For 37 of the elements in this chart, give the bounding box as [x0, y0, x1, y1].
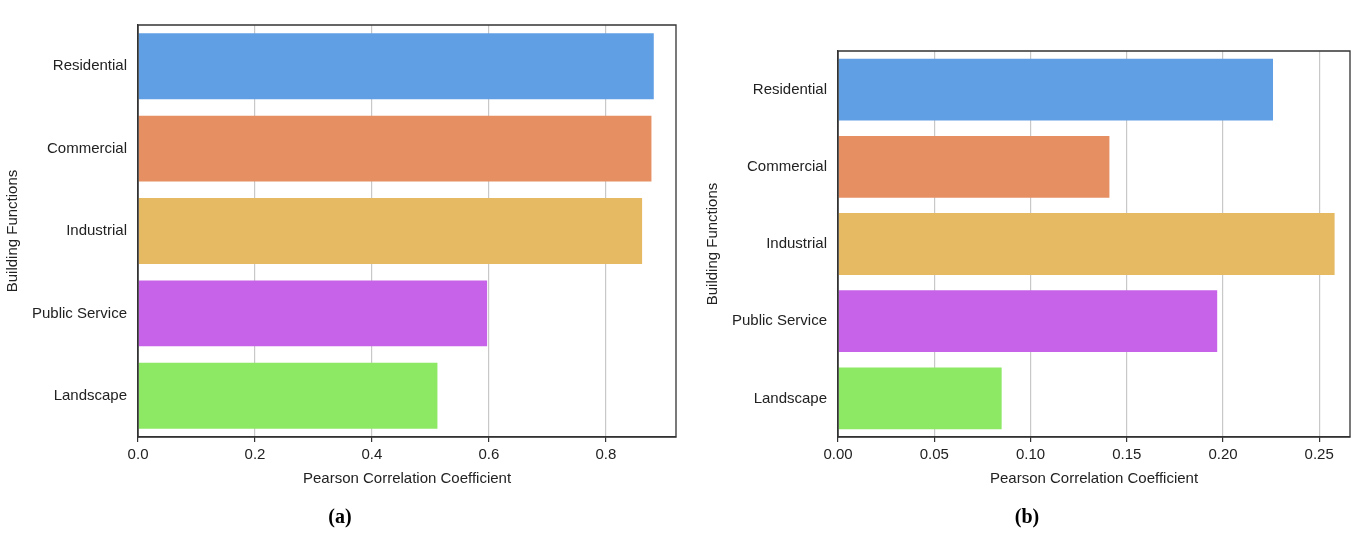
x-tick-label: 0.0	[127, 445, 149, 463]
x-tick-label: 0.00	[823, 445, 853, 463]
x-tick-label: 0.4	[361, 445, 383, 463]
x-tick-label: 0.6	[478, 445, 500, 463]
y-tick-label: Commercial	[747, 156, 828, 174]
x-tick-label: 0.8	[595, 445, 617, 463]
bar	[138, 280, 488, 347]
x-tick-label: 0.25	[1304, 445, 1334, 463]
x-axis-title: Pearson Correlation Coefficient	[302, 469, 512, 487]
y-tick-label: Residential	[52, 56, 128, 74]
text: (b)	[1013, 505, 1041, 528]
y-tick-label: Commercial	[47, 138, 128, 156]
bar	[138, 198, 643, 264]
y-tick-label: Residential	[752, 79, 828, 97]
x-tick-label: 0.20	[1208, 445, 1238, 463]
bar	[138, 115, 652, 182]
y-tick-label: Industrial	[66, 221, 128, 239]
y-axis-title: Building Functions	[703, 182, 721, 306]
bar	[838, 367, 1002, 430]
y-tick-label: Public Service	[731, 311, 828, 329]
y-tick-label: Landscape	[53, 385, 128, 403]
x-tick-label: 0.15	[1112, 445, 1142, 463]
bar	[138, 362, 438, 429]
bar	[838, 135, 1110, 198]
text: (a)	[327, 505, 353, 528]
x-tick-label: 0.10	[1015, 445, 1046, 463]
y-tick-label: Industrial	[766, 234, 828, 252]
x-tick-label: 0.2	[244, 445, 266, 463]
y-tick-label: Landscape	[753, 388, 828, 406]
bar	[838, 213, 1335, 275]
x-tick-label: 0.05	[919, 445, 949, 463]
y-axis-title: Building Functions	[3, 169, 21, 293]
y-tick-label: Public Service	[31, 303, 128, 321]
x-axis-title: Pearson Correlation Coefficient	[989, 469, 1199, 487]
bar	[138, 33, 654, 100]
bar	[838, 58, 1274, 121]
bar	[838, 290, 1218, 353]
